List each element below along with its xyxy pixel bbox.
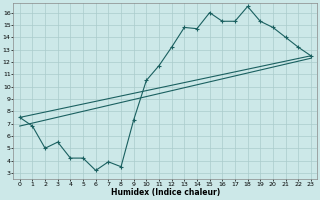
X-axis label: Humidex (Indice chaleur): Humidex (Indice chaleur) bbox=[111, 188, 220, 197]
